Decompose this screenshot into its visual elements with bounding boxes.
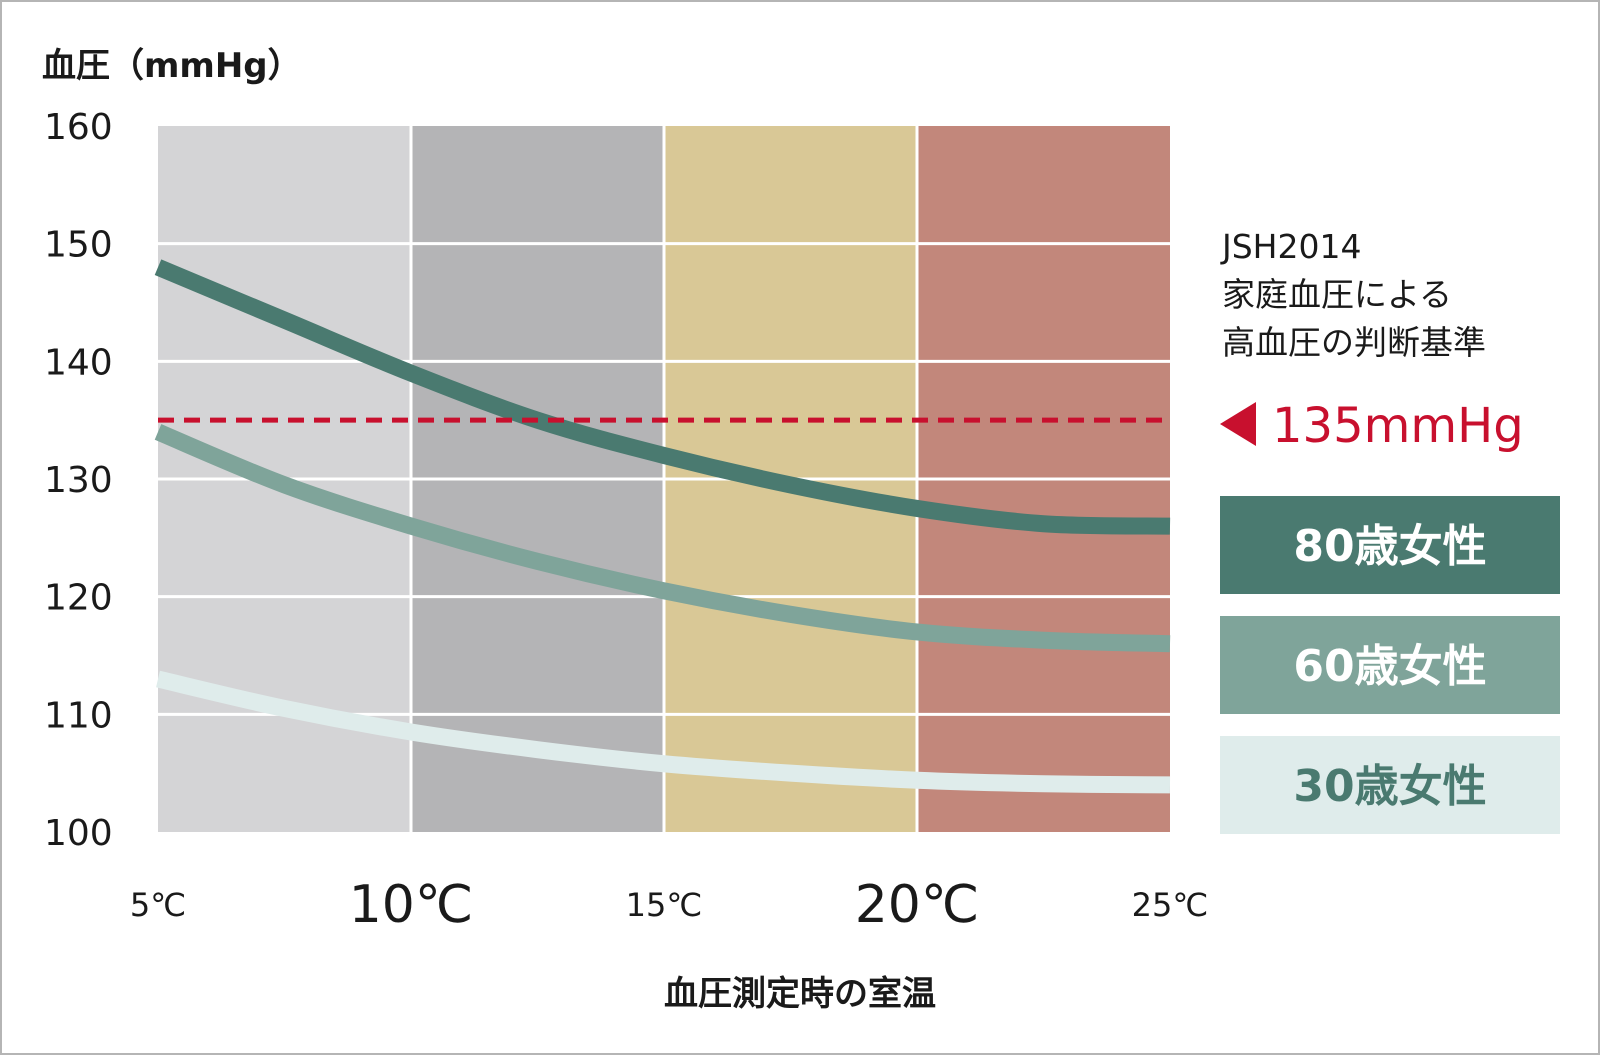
legend-swatch-2 [1220, 616, 1560, 714]
x-tick-label: 20℃ [855, 875, 980, 935]
y-tick-label: 110 [44, 695, 113, 736]
legend-label-2: 60歳女性 [1293, 641, 1486, 692]
series-line-1 [154, 259, 1171, 535]
y-tick-label: 120 [44, 578, 113, 619]
y-tick-label: 160 [44, 107, 113, 148]
y-tick-label: 140 [44, 342, 113, 383]
x-tick-label: 5℃ [130, 886, 186, 924]
y-tick-label: 130 [44, 460, 113, 501]
legend-swatch-1 [1220, 496, 1560, 594]
threshold-label: 135mmHg [1272, 398, 1524, 454]
x-axis-ticks: 5℃ 10℃ 15℃ 20℃ 25℃ [130, 875, 1208, 935]
legend-label-3: 30歳女性 [1293, 761, 1486, 812]
series-lines [154, 259, 1171, 794]
x-axis-label: 血圧測定時の室温 [664, 974, 936, 1014]
threshold-note-line: 高血圧の判断基準 [1222, 323, 1486, 362]
legend-swatch-3 [1220, 736, 1560, 834]
series-line-2 [154, 424, 1171, 653]
y-axis-ticks: 100 110 120 130 140 150 160 [44, 107, 113, 854]
threshold-note-line: 家庭血圧による [1222, 275, 1452, 314]
y-axis-label: 血圧（mmHg） [42, 46, 302, 86]
threshold-note-line: JSH2014 [1220, 227, 1361, 266]
x-tick-label: 10℃ [349, 875, 474, 935]
threshold-marker-icon [1220, 402, 1256, 446]
legend: 80歳女性 60歳女性 30歳女性 [1220, 496, 1560, 834]
series-line-3 [156, 670, 1171, 794]
x-tick-label: 25℃ [1132, 886, 1209, 924]
y-tick-label: 150 [44, 225, 113, 266]
x-tick-label: 15℃ [626, 886, 703, 924]
legend-label-1: 80歳女性 [1293, 521, 1486, 572]
y-tick-label: 100 [44, 813, 113, 854]
